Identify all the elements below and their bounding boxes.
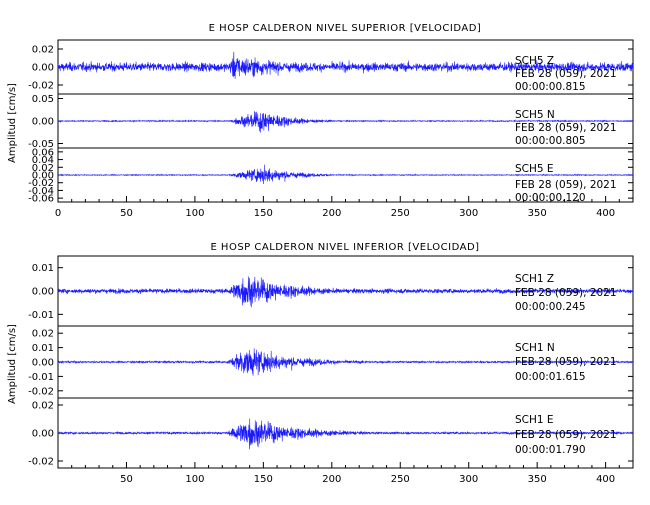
panel-sch5-n: -0.050.000.05 SCH5 N FEB 28 (059), 2021 … bbox=[28, 93, 634, 150]
date-label: FEB 28 (059), 2021 bbox=[515, 122, 617, 134]
y-tick-label: -0.06 bbox=[28, 194, 54, 205]
x-tick-label: 250 bbox=[391, 474, 410, 485]
y-tick-label: -0.02 bbox=[28, 386, 54, 397]
y-tick-label: 0.02 bbox=[32, 401, 54, 412]
date-label: FEB 28 (059), 2021 bbox=[515, 179, 617, 191]
panel-sch1-n: -0.02 -0.01 0.00 0.01 0.02 SCH1 N FEB 28 (05… bbox=[28, 325, 634, 399]
x-tick-label: 200 bbox=[322, 474, 341, 485]
y-tick-label: 0.01 bbox=[32, 263, 54, 274]
trace-group bbox=[57, 276, 634, 308]
trace-group bbox=[57, 111, 634, 133]
y-tick-label: -0.01 bbox=[28, 372, 54, 383]
y-axis: -0.02 -0.01 0.00 0.01 0.02 bbox=[28, 329, 633, 397]
chart-inferior: E HOSP CALDERON NIVEL INFERIOR [VELOCIDA… bbox=[7, 242, 634, 485]
y-tick-label: 0.00 bbox=[32, 171, 54, 182]
time-label: 00:00:00.120 bbox=[515, 192, 586, 204]
y-tick-label: 0.06 bbox=[32, 147, 54, 158]
x-tick-label: 250 bbox=[391, 208, 410, 219]
panel-sch1-z: -0.010.000.01 SCH1 Z FEB 28 (059), 2021 … bbox=[28, 255, 634, 327]
x-tick-label: 200 bbox=[322, 208, 341, 219]
date-label: FEB 28 (059), 2021 bbox=[515, 429, 617, 441]
chart-superior: E HOSP CALDERON NIVEL SUPERIOR [VELOCIDA… bbox=[7, 23, 634, 219]
y-tick-label: -0.05 bbox=[28, 139, 54, 150]
y-tick-label: 0.00 bbox=[32, 429, 54, 440]
trace-group bbox=[57, 418, 634, 450]
chart-title: E HOSP CALDERON NIVEL SUPERIOR [VELOCIDA… bbox=[209, 23, 482, 34]
y-tick-label: -0.02 bbox=[28, 178, 54, 189]
seismogram-trace bbox=[57, 164, 634, 184]
time-label: 00:00:00.245 bbox=[515, 301, 586, 313]
x-tick-label: 150 bbox=[254, 208, 273, 219]
y-tick-label: 0.00 bbox=[32, 287, 54, 298]
x-tick-label: 400 bbox=[596, 208, 615, 219]
x-tick-label: 0 bbox=[55, 208, 61, 219]
y-tick-label: 0.04 bbox=[32, 155, 54, 166]
y-tick-label: -0.04 bbox=[28, 186, 54, 197]
seismogram-trace bbox=[57, 276, 634, 308]
channel-label: SCH5 N bbox=[515, 109, 555, 121]
x-tick-label: 50 bbox=[120, 208, 133, 219]
channel-label: SCH5 E bbox=[515, 163, 554, 175]
y-tick-label: 0.00 bbox=[32, 117, 54, 128]
time-label: 00:00:00.815 bbox=[515, 81, 586, 93]
trace-group bbox=[57, 164, 634, 184]
time-label: 00:00:01.615 bbox=[515, 371, 586, 383]
y-tick-label: -0.01 bbox=[28, 310, 54, 321]
panel-sch5-e: -0.06-0.04-0.020.000.020.040.06 SCH5 E F… bbox=[28, 147, 634, 205]
channel-label: SCH1 E bbox=[515, 414, 554, 426]
channel-label: SCH1 Z bbox=[515, 273, 554, 285]
x-tick-label: 100 bbox=[185, 208, 204, 219]
channel-label: SCH1 N bbox=[515, 342, 555, 354]
x-tick-label: 350 bbox=[528, 474, 547, 485]
seismogram-trace bbox=[57, 111, 634, 133]
seismogram-trace bbox=[57, 418, 634, 450]
y-tick-label: -0.02 bbox=[28, 81, 54, 92]
y-tick-label: 0.02 bbox=[32, 329, 54, 340]
trace-group bbox=[57, 348, 634, 376]
seismogram-trace bbox=[57, 51, 634, 79]
x-tick-label: 300 bbox=[459, 208, 478, 219]
x-tick-label: 50 bbox=[120, 474, 133, 485]
time-label: 00:00:00.805 bbox=[515, 135, 586, 147]
x-tick-label: 350 bbox=[528, 208, 547, 219]
x-axis: 0 50 100 150 200 250 300 350 400 bbox=[55, 196, 634, 219]
x-tick-label: 300 bbox=[459, 474, 478, 485]
y-tick-label: 0.02 bbox=[32, 163, 54, 174]
date-label: FEB 28 (059), 2021 bbox=[515, 287, 617, 299]
trace-group bbox=[57, 51, 634, 79]
y-tick-label: -0.02 bbox=[28, 457, 54, 468]
y-tick-label: 0.05 bbox=[32, 94, 54, 105]
chart-title: E HOSP CALDERON NIVEL INFERIOR [VELOCIDA… bbox=[210, 242, 479, 253]
seismogram-trace bbox=[57, 348, 634, 376]
y-axis-label: Amplitud [cm/s] bbox=[7, 83, 18, 163]
time-label: 00:00:01.790 bbox=[515, 444, 586, 456]
panel-sch5-z: -0.020.000.02 SCH5 Z FEB 28 (059), 2021 … bbox=[28, 39, 634, 95]
x-tick-label: 150 bbox=[254, 474, 273, 485]
y-axis-label: Amplitud [cm/s] bbox=[7, 324, 18, 404]
panel-sch1-e: -0.020.000.02 SCH1 E FEB 28 (059), 2021 … bbox=[28, 397, 634, 469]
x-tick-label: 400 bbox=[596, 474, 615, 485]
date-label: FEB 28 (059), 2021 bbox=[515, 356, 617, 368]
channel-label: SCH5 Z bbox=[515, 55, 554, 67]
x-axis: 50 100 150 200 250 300 350 400 bbox=[71, 462, 634, 485]
x-tick-label: 100 bbox=[185, 474, 204, 485]
y-tick-label: 0.00 bbox=[32, 63, 54, 74]
y-tick-label: 0.00 bbox=[32, 358, 54, 369]
y-tick-label: 0.02 bbox=[32, 45, 54, 56]
date-label: FEB 28 (059), 2021 bbox=[515, 68, 617, 80]
y-tick-label: 0.01 bbox=[32, 343, 54, 354]
